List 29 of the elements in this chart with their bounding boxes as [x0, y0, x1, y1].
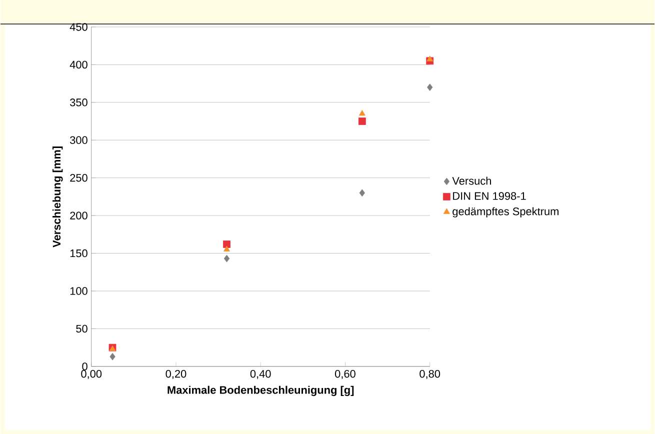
point — [224, 254, 230, 262]
y-tick-label: 100 — [70, 286, 88, 295]
point — [426, 56, 434, 62]
x-tick-label: 0,20 — [166, 370, 186, 379]
point — [358, 110, 366, 116]
point — [223, 240, 230, 248]
point — [427, 83, 433, 91]
y-tick-label: 200 — [70, 212, 88, 220]
legend-label: DIN EN 1998-1 — [453, 192, 526, 200]
x-axis-title: Maximale Bodenbeschleunigung [g] — [168, 386, 354, 396]
point — [359, 189, 365, 196]
x-tick-label: 0,00 — [81, 370, 102, 379]
point — [224, 246, 230, 252]
y-tick-label: 150 — [70, 249, 88, 257]
legend-label: Versuch — [452, 176, 491, 185]
y-axis-title: Verschiebung [mm] — [52, 146, 63, 248]
y-tick-label: 450 — [70, 22, 88, 31]
x-tick-label: 0,40 — [250, 370, 271, 379]
y-tick-label: 300 — [70, 136, 88, 144]
y-tick-label: 250 — [70, 174, 88, 182]
y-tick-label: 350 — [70, 98, 88, 106]
legend-label: gedämpftes Spektrum — [452, 207, 558, 218]
y-tick-label: 0 — [82, 362, 88, 370]
x-tick-label: 0,80 — [420, 370, 440, 379]
y-tick-label: 400 — [70, 60, 88, 68]
x-tick-label: 0,60 — [335, 370, 356, 379]
y-tick-label: 50 — [76, 324, 88, 332]
point — [358, 117, 366, 125]
point — [110, 352, 116, 360]
